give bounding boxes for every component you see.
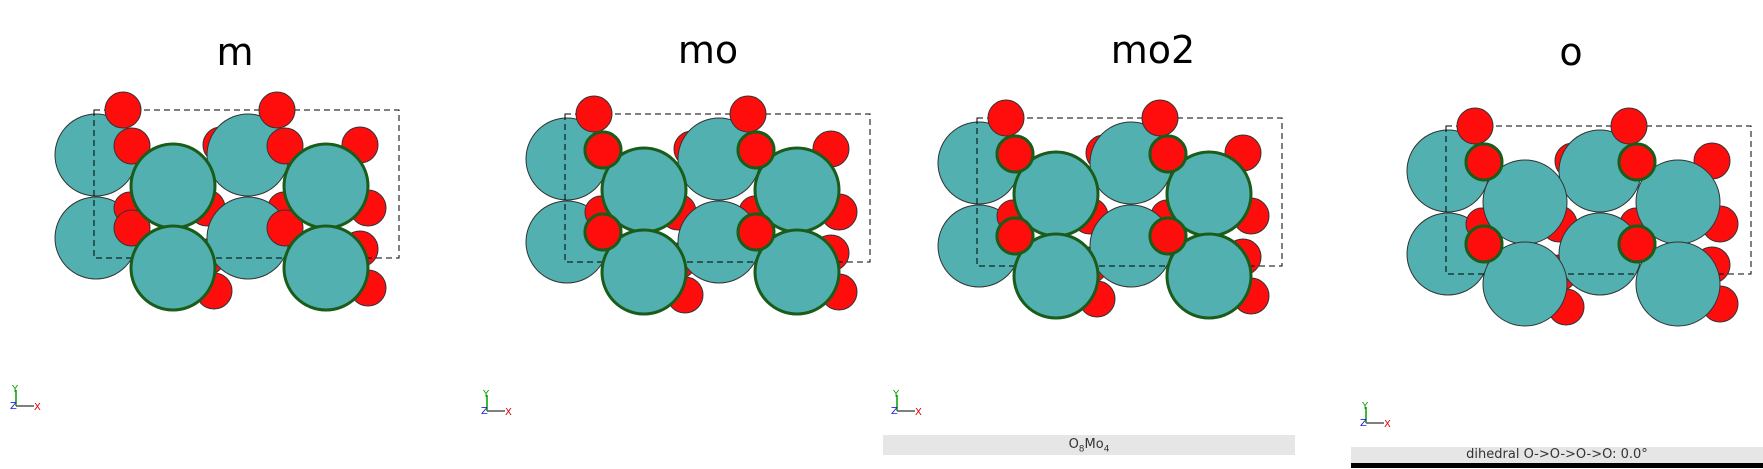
- axis-indicator-2: Y Z X: [481, 389, 512, 418]
- formula-mo-count: 4: [1103, 444, 1110, 455]
- oxygen-atom[interactable]: [1464, 224, 1504, 264]
- axis-y-label: Y: [482, 389, 490, 400]
- mo-atom[interactable]: [1635, 241, 1721, 327]
- panel-title-mo: mo: [677, 28, 739, 72]
- mo-atom[interactable]: [282, 142, 370, 230]
- unit-cell-outline: [1445, 125, 1752, 275]
- oxygen-atom[interactable]: [1617, 142, 1657, 182]
- unit-cell-outline: [93, 109, 400, 259]
- oxygen-atom[interactable]: [736, 212, 776, 252]
- panel-title-m: m: [216, 30, 254, 74]
- mo-atom[interactable]: [1482, 241, 1568, 327]
- axis-y-label: Y: [892, 389, 900, 400]
- mo-atom[interactable]: [600, 228, 688, 316]
- oxygen-atom[interactable]: [987, 99, 1025, 137]
- oxygen-atom[interactable]: [113, 127, 151, 165]
- oxygen-atom[interactable]: [583, 130, 623, 170]
- axis-indicator-1: Y Z X: [10, 384, 41, 413]
- oxygen-atom[interactable]: [736, 130, 776, 170]
- oxygen-atom[interactable]: [1141, 99, 1179, 137]
- axis-z-label: Z: [891, 406, 898, 417]
- panel-title-o: o: [1559, 30, 1583, 74]
- axis-z-label: Z: [481, 406, 488, 417]
- mo-atom[interactable]: [282, 224, 370, 312]
- oxygen-atom[interactable]: [1610, 107, 1648, 145]
- mo-atom[interactable]: [1165, 232, 1253, 320]
- oxygen-atom[interactable]: [1148, 134, 1188, 174]
- oxygen-atom[interactable]: [1464, 142, 1504, 182]
- axis-y-label: Y: [11, 384, 19, 395]
- axis-x-label: X: [34, 402, 41, 413]
- oxygen-atom[interactable]: [113, 209, 151, 247]
- statusbar-divider: [1351, 463, 1763, 468]
- oxygen-atom[interactable]: [266, 127, 304, 165]
- dihedral-statusbar: dihedral O->O->O->O: 0.0°: [1351, 447, 1763, 463]
- oxygen-atom[interactable]: [1617, 224, 1657, 264]
- mo-atom[interactable]: [129, 142, 217, 230]
- oxygen-atom[interactable]: [1456, 107, 1494, 145]
- formula-statusbar: O8Mo4: [883, 435, 1295, 455]
- unit-cell-outline: [976, 117, 1283, 267]
- oxygen-atom[interactable]: [729, 95, 767, 133]
- mo-atom[interactable]: [1012, 232, 1100, 320]
- oxygen-atom[interactable]: [258, 91, 296, 129]
- oxygen-atom[interactable]: [104, 91, 142, 129]
- axis-z-label: Z: [1360, 418, 1367, 429]
- axis-indicator-3: Y Z X: [891, 389, 922, 418]
- panel-title-mo2: mo2: [1110, 28, 1196, 72]
- mo-atom[interactable]: [129, 224, 217, 312]
- axis-indicator-4: Y Z X: [1360, 401, 1391, 430]
- mo-atom[interactable]: [753, 228, 841, 316]
- oxygen-atom[interactable]: [266, 209, 304, 247]
- unit-cell-outline: [564, 113, 871, 263]
- axis-y-label: Y: [1361, 401, 1369, 412]
- dihedral-readout: dihedral O->O->O->O: 0.0°: [1466, 447, 1648, 462]
- axis-z-label: Z: [10, 401, 17, 412]
- oxygen-atom[interactable]: [575, 95, 613, 133]
- oxygen-atom[interactable]: [1148, 216, 1188, 256]
- formula-o: O: [1068, 437, 1079, 452]
- axis-x-label: X: [505, 407, 512, 418]
- formula-o-count: 8: [1078, 444, 1085, 455]
- axis-x-label: X: [1384, 419, 1391, 430]
- axis-x-label: X: [915, 407, 922, 418]
- oxygen-atom[interactable]: [583, 212, 623, 252]
- oxygen-atom[interactable]: [995, 134, 1035, 174]
- formula-mo: Mo: [1084, 437, 1104, 452]
- oxygen-atom[interactable]: [995, 216, 1035, 256]
